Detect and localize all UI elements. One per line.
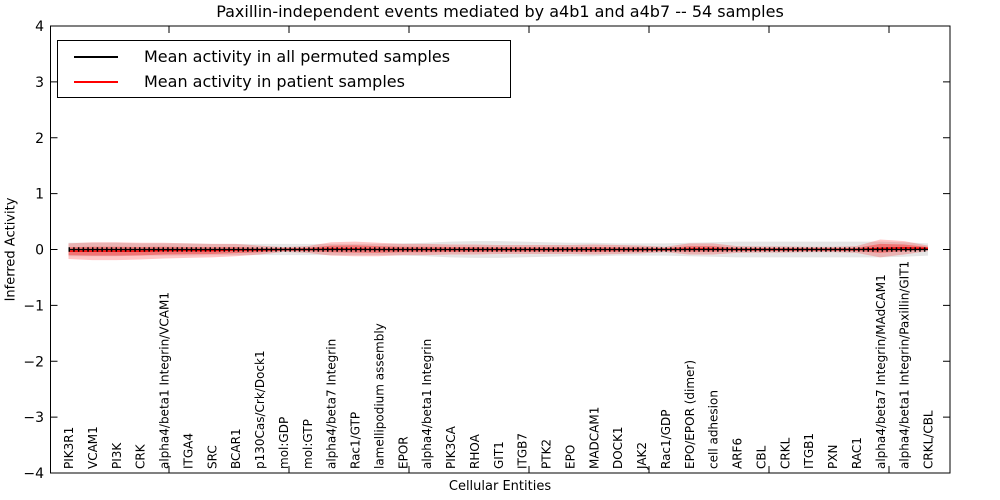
legend-item-patient: Mean activity in patient samples	[58, 69, 510, 94]
y-tick-label: −2	[23, 354, 44, 370]
y-axis-label: Inferred Activity	[3, 197, 19, 302]
x-category-label: PXN	[826, 445, 840, 469]
x-category-label: alpha4/beta1 Integrin	[420, 339, 434, 469]
x-category-label: PTK2	[540, 439, 554, 469]
y-tick-label: 4	[35, 19, 44, 35]
legend-label-permuted: Mean activity in all permuted samples	[144, 47, 451, 66]
x-category-label: RHOA	[468, 433, 482, 469]
x-category-label: EPOR	[396, 436, 410, 469]
x-category-label: JAK2	[635, 442, 649, 470]
y-tick-label: −3	[23, 410, 44, 426]
x-category-label: p130Cas/Crk/Dock1	[253, 350, 267, 469]
x-category-label: DOCK1	[611, 426, 625, 469]
x-category-label: Rac1/GTP	[349, 412, 363, 469]
y-tick-label: 1	[35, 187, 44, 203]
x-category-label: ITGB1	[802, 433, 816, 469]
legend-item-permuted: Mean activity in all permuted samples	[58, 44, 510, 69]
y-tick-label: −4	[23, 466, 44, 482]
x-category-label: CRKL/CBL	[922, 410, 936, 469]
y-tick-label: 0	[35, 243, 44, 259]
x-category-label: PIK3R1	[62, 427, 76, 469]
x-category-label: lamellipodium assembly	[372, 323, 386, 469]
x-category-label: alpha4/beta7 Integrin/MAdCAM1	[874, 274, 888, 469]
x-category-label: alpha4/beta1 Integrin/Paxillin/GIT1	[898, 261, 912, 469]
x-category-label: alpha4/beta1 Integrin/VCAM1	[158, 292, 172, 469]
x-category-label: cell adhesion	[707, 390, 721, 469]
permuted-line-swatch	[74, 55, 118, 58]
x-category-label: EPO/EPOR (dimer)	[683, 360, 697, 469]
x-category-label: RAC1	[850, 437, 864, 469]
x-category-label: EPO	[563, 445, 577, 469]
x-category-label: GIT1	[492, 441, 506, 469]
x-category-label: VCAM1	[86, 426, 100, 469]
x-category-label: mol:GTP	[301, 419, 315, 469]
x-category-label: ARF6	[731, 438, 745, 469]
legend-label-patient: Mean activity in patient samples	[144, 72, 405, 91]
y-tick-label: −1	[23, 298, 44, 314]
x-axis-label: Cellular Entities	[448, 479, 552, 494]
x-category-label: CRKL	[778, 437, 792, 469]
patient-line-swatch	[74, 80, 118, 83]
y-tick-label: 2	[35, 131, 44, 147]
x-category-label: SRC	[205, 445, 219, 469]
chart-title: Paxillin-independent events mediated by …	[216, 2, 784, 21]
x-category-label: PIK3CA	[444, 425, 458, 469]
x-category-label: Rac1/GDP	[659, 410, 673, 469]
x-category-label: CRK	[134, 443, 148, 469]
x-category-label: BCAR1	[229, 428, 243, 469]
y-tick-label: 3	[35, 75, 44, 91]
legend: Mean activity in all permuted samples Me…	[57, 40, 511, 98]
x-category-label: CBL	[754, 445, 768, 469]
x-category-label: PI3K	[110, 442, 124, 469]
x-category-label: alpha4/beta7 Integrin	[325, 339, 339, 469]
x-category-label: MADCAM1	[587, 407, 601, 469]
x-category-label: mol:GDP	[277, 417, 291, 469]
x-category-label: ITGA4	[181, 433, 195, 469]
x-category-label: ITGB7	[516, 433, 530, 469]
